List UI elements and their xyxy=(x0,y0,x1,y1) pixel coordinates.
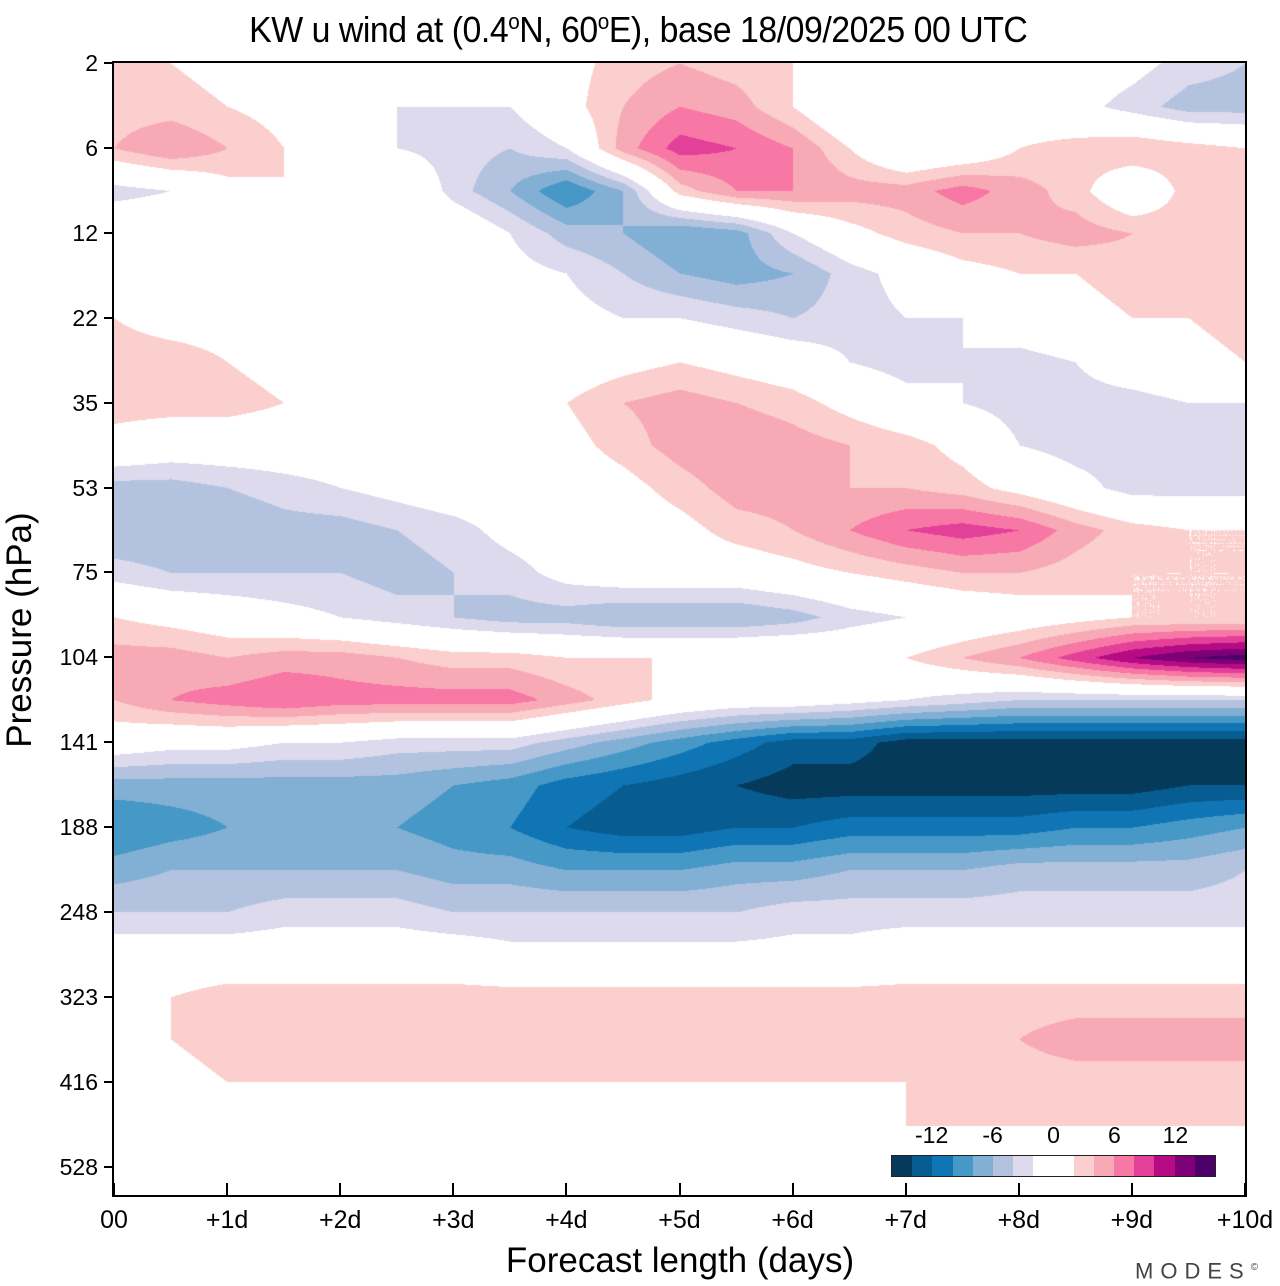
colorbar-label: 12 xyxy=(1162,1122,1189,1148)
modes-logo: MODES© xyxy=(1135,1258,1259,1284)
y-tick-label: 22 xyxy=(72,304,98,331)
colorbar-swatch xyxy=(952,1156,973,1176)
x-tick xyxy=(113,1183,115,1195)
colorbar-swatch xyxy=(892,1156,913,1176)
colorbar-swatch xyxy=(992,1156,1014,1176)
y-tick xyxy=(104,571,114,574)
colorbar-swatch xyxy=(1134,1156,1155,1176)
x-tick-label: +8d xyxy=(997,1206,1040,1234)
colorbar-swatch xyxy=(1093,1156,1115,1176)
colorbar-label: 6 xyxy=(1108,1122,1121,1148)
y-tick xyxy=(104,231,114,234)
x-axis-label: Forecast length (days) xyxy=(505,1241,855,1280)
y-tick-label: 141 xyxy=(59,729,98,756)
colorbar-swatch xyxy=(932,1156,953,1176)
y-tick-label: 2 xyxy=(85,50,98,76)
y-tick-label: 104 xyxy=(59,644,98,671)
colorbar-swatch xyxy=(1194,1156,1215,1176)
x-tick xyxy=(339,1183,342,1195)
y-tick-label: 53 xyxy=(72,474,98,501)
y-tick-label: 528 xyxy=(59,1153,98,1180)
y-tick-label: 12 xyxy=(72,219,98,246)
plot-area xyxy=(114,63,1245,1195)
y-tick xyxy=(104,995,114,998)
colorbar xyxy=(891,1155,1216,1177)
colorbar-label: -6 xyxy=(982,1122,1003,1148)
y-tick-label: 6 xyxy=(85,134,98,161)
x-tick-label: +4d xyxy=(545,1206,588,1234)
y-tick xyxy=(104,656,114,659)
colorbar-swatch xyxy=(1154,1156,1175,1176)
colorbar-swatch xyxy=(1013,1156,1034,1176)
colorbar-swatch xyxy=(1073,1156,1094,1176)
x-tick xyxy=(678,1183,681,1195)
y-tick-label: 75 xyxy=(72,559,98,586)
colorbar-swatch xyxy=(1114,1156,1135,1176)
y-tick xyxy=(104,1080,114,1083)
y-tick xyxy=(104,1165,114,1168)
x-tick xyxy=(904,1183,907,1195)
colorbar-swatch xyxy=(1174,1156,1195,1176)
colorbar-swatch xyxy=(1033,1156,1074,1176)
x-tick-label: +9d xyxy=(1110,1206,1154,1234)
y-tick xyxy=(104,146,114,149)
x-tick xyxy=(565,1183,568,1195)
x-tick-label: +5d xyxy=(658,1206,701,1234)
y-tick xyxy=(104,911,114,913)
colorbar-label: -12 xyxy=(915,1122,949,1148)
y-tick xyxy=(104,316,114,319)
y-tick xyxy=(104,486,114,489)
y-tick-label: 323 xyxy=(59,983,98,1010)
x-tick xyxy=(1017,1183,1020,1195)
colorbar-swatch xyxy=(972,1156,993,1176)
y-tick xyxy=(104,62,114,64)
y-tick xyxy=(104,401,114,404)
x-tick-label: +7d xyxy=(884,1206,927,1234)
contour-field xyxy=(114,63,1245,1195)
y-tick xyxy=(104,741,114,744)
x-tick-label: 00 xyxy=(100,1206,128,1234)
x-tick-label: +2d xyxy=(318,1206,362,1234)
y-tick-label: 416 xyxy=(59,1068,98,1095)
x-tick xyxy=(226,1183,229,1195)
chart-title: KW u wind at (0.4oN, 60oE), base 18/09/2… xyxy=(249,9,1028,50)
colorbar-swatch xyxy=(912,1156,933,1176)
colorbar-label: 0 xyxy=(1047,1122,1060,1148)
x-tick-label: +1d xyxy=(205,1206,249,1234)
x-tick xyxy=(1244,1183,1246,1195)
y-axis-label: Pressure (hPa) xyxy=(0,512,39,748)
x-tick xyxy=(791,1183,794,1195)
y-tick-label: 248 xyxy=(59,899,98,925)
y-tick-label: 188 xyxy=(59,814,98,841)
x-tick xyxy=(1130,1183,1133,1195)
y-tick-label: 35 xyxy=(72,389,98,416)
x-tick xyxy=(452,1183,455,1195)
x-tick-label: +6d xyxy=(771,1206,814,1234)
y-tick xyxy=(104,826,114,829)
x-tick-label: +10d xyxy=(1216,1206,1274,1234)
x-tick-label: +3d xyxy=(432,1206,475,1234)
